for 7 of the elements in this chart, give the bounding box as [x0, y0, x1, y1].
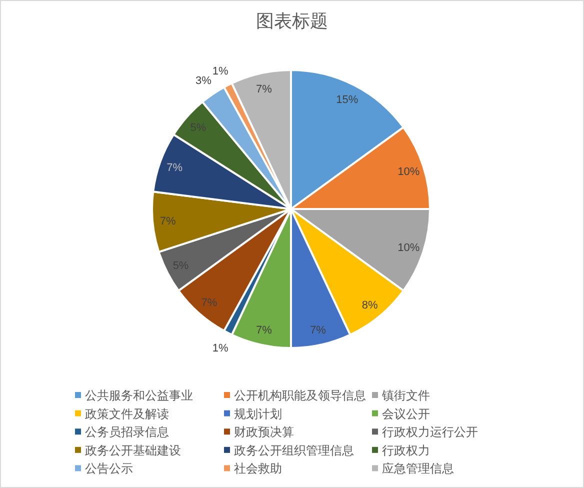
- legend-label: 社会救助: [234, 462, 282, 476]
- legend-label: 公告公示: [85, 462, 133, 476]
- title: 图表标题: [256, 11, 328, 31]
- legend-label: 会议公开: [382, 406, 430, 421]
- legend-label: 行政权力: [382, 443, 430, 458]
- legend-label: 规划计划: [234, 406, 282, 421]
- legend-label: 镇街文件: [381, 388, 430, 402]
